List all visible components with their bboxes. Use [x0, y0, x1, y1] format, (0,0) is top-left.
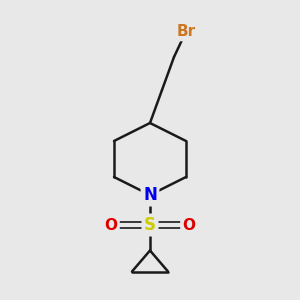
Text: Br: Br — [176, 24, 196, 39]
Text: O: O — [182, 218, 196, 232]
Text: O: O — [104, 218, 118, 232]
Text: S: S — [144, 216, 156, 234]
Text: N: N — [143, 186, 157, 204]
